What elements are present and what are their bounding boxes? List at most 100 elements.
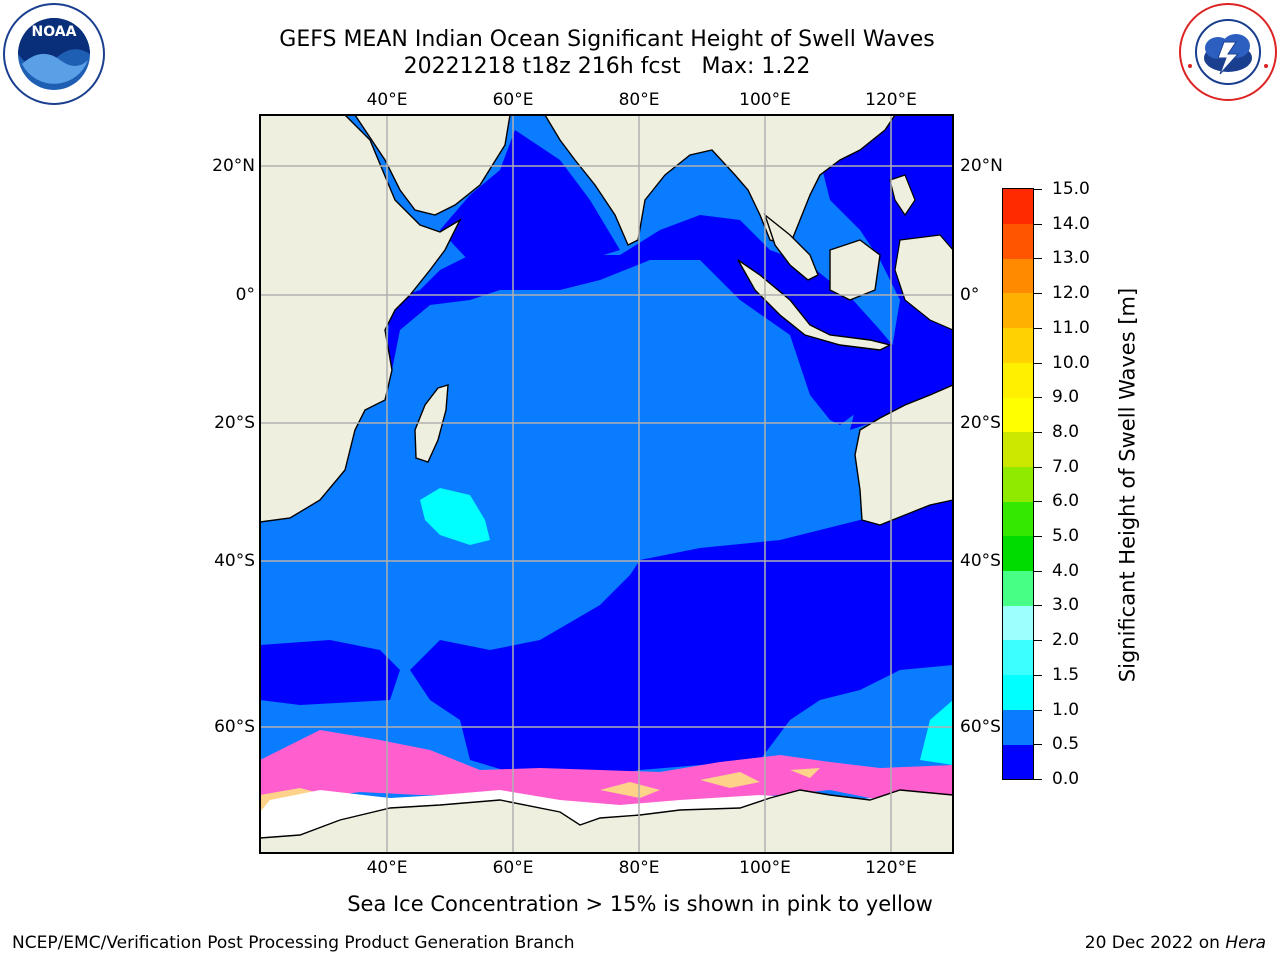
colorbar-tick-mark	[1034, 223, 1042, 225]
land-india-asia	[544, 115, 896, 246]
lon-tick-top: 40°E	[366, 90, 408, 110]
colorbar-title: Significant Height of Swell Waves [m]	[1115, 287, 1140, 683]
lat-tick-left: 60°S	[214, 717, 255, 737]
cyan-swell-patch-central	[420, 488, 490, 545]
land-africa	[260, 115, 462, 523]
colorbar-tick-mark	[1034, 501, 1042, 503]
lon-tick-bottom: 80°E	[618, 858, 660, 878]
lon-tick-bottom: 120°E	[865, 858, 917, 878]
colorbar-tick-mark	[1034, 362, 1042, 364]
lat-tick-right: 40°S	[960, 551, 1001, 571]
colorbar-tick-label: 11.0	[1052, 317, 1090, 338]
footer-host: Hera	[1225, 933, 1266, 953]
lat-tick-right: 20°S	[960, 413, 1001, 433]
colorbar-tick-label: 6.0	[1052, 491, 1080, 512]
land-antarctica	[260, 789, 953, 853]
colorbar-segment	[1003, 640, 1033, 676]
lon-tick-top: 60°E	[492, 90, 534, 110]
lat-tick-left: 0°	[235, 285, 255, 305]
lon-tick-top: 120°E	[865, 90, 917, 110]
colorbar-segment	[1003, 605, 1033, 641]
lon-tick-bottom: 40°E	[366, 858, 408, 878]
colorbar-segment	[1003, 189, 1033, 224]
low-swell-region-east	[820, 115, 953, 430]
colorbar-tick-mark	[1034, 258, 1042, 260]
colorbar-segment	[1003, 431, 1033, 467]
colorbar-tick-label: 8.0	[1052, 421, 1080, 442]
land-sumatra-java	[737, 259, 893, 351]
colorbar-segment	[1003, 327, 1033, 363]
colorbar-segment	[1003, 674, 1033, 710]
lat-tick-left: 40°S	[214, 551, 255, 571]
colorbar-tick-mark	[1034, 397, 1042, 399]
colorbar-tick-label: 2.0	[1052, 630, 1080, 651]
colorbar-segment	[1003, 258, 1033, 294]
lat-tick-right: 20°N	[960, 156, 1003, 176]
colorbar-tick-label: 1.5	[1052, 664, 1080, 685]
colorbar-tick-label: 9.0	[1052, 387, 1080, 408]
footer-date: 20 Dec 2022 on Hera	[1085, 932, 1266, 954]
low-swell-region-south	[410, 500, 953, 780]
low-swell-region-arabian	[440, 130, 620, 262]
colorbar-segment	[1003, 466, 1033, 502]
land-australia	[854, 384, 953, 526]
colorbar-segment	[1003, 709, 1033, 745]
colorbar-tick-label: 5.0	[1052, 526, 1080, 547]
colorbar-tick-label: 7.0	[1052, 456, 1080, 477]
sea-ice-band	[260, 730, 953, 808]
colorbar	[1002, 188, 1034, 780]
colorbar-tick-label: 15.0	[1052, 179, 1090, 199]
colorbar-tick-mark	[1034, 466, 1042, 468]
low-swell-region-southwest	[260, 640, 400, 705]
colorbar-segment	[1003, 223, 1033, 259]
colorbar-tick-label: 12.0	[1052, 283, 1090, 304]
colorbar-tick-mark	[1034, 709, 1042, 711]
land-arabia	[354, 115, 511, 216]
noaa-logo-text: NOAA	[32, 24, 77, 40]
colorbar-tick-label: 3.0	[1052, 595, 1080, 616]
colorbar-segment	[1003, 744, 1033, 780]
colorbar-tick-label: 10.0	[1052, 352, 1090, 373]
nws-logo-icon	[1179, 3, 1277, 101]
colorbar-tick-mark	[1034, 431, 1042, 433]
lon-tick-bottom: 100°E	[739, 858, 791, 878]
colorbar-tick-mark	[1034, 570, 1042, 572]
colorbar-tick-mark	[1034, 640, 1042, 642]
sea-ice-caption: Sea Ice Concentration > 15% is shown in …	[347, 892, 933, 916]
colorbar-tick-label: 0.5	[1052, 734, 1080, 755]
colorbar-tick-label: 14.0	[1052, 213, 1090, 234]
cyan-swell-patch-east	[920, 700, 953, 765]
lon-tick-top: 80°E	[618, 90, 660, 110]
lon-tick-top: 100°E	[739, 90, 791, 110]
colorbar-tick-label: 1.0	[1052, 699, 1080, 720]
colorbar-tick-mark	[1034, 536, 1042, 538]
colorbar-tick-mark	[1034, 293, 1042, 295]
colorbar-segment	[1003, 501, 1033, 537]
low-swell-region-north	[385, 215, 905, 425]
colorbar-tick-label: 4.0	[1052, 560, 1080, 581]
colorbar-segment	[1003, 397, 1033, 433]
colorbar-tick-mark	[1034, 779, 1042, 780]
lat-tick-right: 60°S	[960, 717, 1001, 737]
footer-branch: NCEP/EMC/Verification Post Processing Pr…	[12, 933, 575, 953]
chart-subtitle: 20221218 t18z 216h fcst Max: 1.22	[403, 54, 811, 79]
colorbar-tick-mark	[1034, 327, 1042, 329]
chart-title: GEFS MEAN Indian Ocean Significant Heigh…	[279, 27, 935, 52]
land-borneo	[829, 239, 881, 301]
colorbar-segment	[1003, 570, 1033, 606]
footer-date-text: 20 Dec 2022 on	[1084, 933, 1226, 953]
colorbar-segment	[1003, 362, 1033, 398]
colorbar-tick-mark	[1034, 605, 1042, 607]
map-frame	[259, 114, 954, 854]
lat-tick-right: 0°	[960, 285, 980, 305]
lat-tick-left: 20°S	[214, 413, 255, 433]
colorbar-segment	[1003, 536, 1033, 572]
noaa-logo-icon: NOAA	[3, 3, 105, 105]
land-philippines-islands	[889, 174, 953, 331]
lat-tick-left: 20°N	[212, 156, 255, 176]
colorbar-tick-mark	[1034, 674, 1042, 676]
colorbar-tick-label: 13.0	[1052, 248, 1090, 269]
colorbar-tick-mark	[1034, 189, 1042, 190]
colorbar-tick-mark	[1034, 744, 1042, 746]
